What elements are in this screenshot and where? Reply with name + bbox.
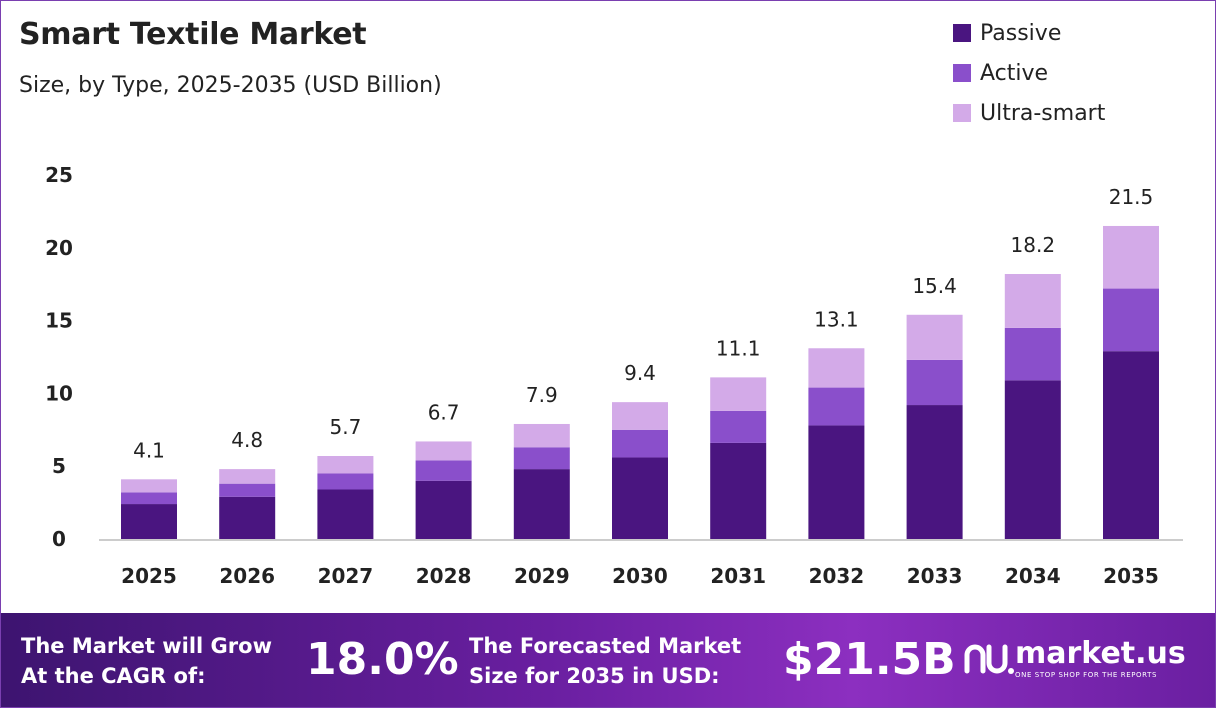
bar-chart: 05101520254.120254.820265.720276.720287.… (45, 163, 1183, 588)
total-data-label: 13.1 (814, 307, 859, 331)
cagr-caption-line2: At the CAGR of: (21, 664, 206, 688)
forecast-caption: The Forecasted Market Size for 2035 in U… (469, 631, 741, 691)
forecast-caption-line2: Size for 2035 in USD: (469, 664, 720, 688)
y-tick-label: 20 (45, 236, 73, 260)
bar-segment-active (612, 429, 668, 458)
x-tick-label: 2033 (907, 564, 963, 588)
total-data-label: 6.7 (428, 400, 460, 424)
y-tick-label: 0 (52, 527, 66, 551)
legend-swatch-ultra-smart (953, 104, 971, 122)
bar-segment-active (219, 483, 276, 497)
bar-segment-ultra-smart (612, 402, 668, 430)
x-tick-label: 2026 (219, 564, 275, 588)
chart-title: Smart Textile Market (19, 17, 367, 52)
cagr-caption-line1: The Market will Grow (21, 634, 272, 658)
bar-segment-passive (710, 442, 767, 539)
bar-segment-passive (513, 469, 570, 539)
total-data-label: 21.5 (1109, 185, 1154, 209)
bar-segment-passive (906, 405, 963, 539)
bar-segment-ultra-smart (808, 348, 865, 388)
bar-segment-ultra-smart (710, 377, 767, 411)
legend-label-active: Active (980, 60, 1049, 86)
x-tick-label: 2034 (1005, 564, 1061, 588)
total-data-label: 4.1 (133, 438, 165, 462)
bar-segment-ultra-smart (317, 456, 374, 474)
x-tick-label: 2028 (416, 564, 472, 588)
y-tick-label: 25 (45, 163, 73, 187)
bar-segment-ultra-smart (121, 479, 177, 493)
x-tick-label: 2032 (809, 564, 865, 588)
forecast-caption-line1: The Forecasted Market (469, 634, 742, 658)
forecast-value: $21.5B (783, 634, 956, 685)
total-data-label: 4.8 (231, 428, 263, 452)
legend-label-passive: Passive (980, 20, 1062, 46)
x-tick-label: 2031 (710, 564, 766, 588)
bar-segment-passive (1004, 380, 1061, 539)
cagr-value: 18.0% (306, 634, 459, 685)
bar-segment-active (513, 447, 570, 470)
bar-segment-ultra-smart (1103, 225, 1159, 289)
total-data-label: 18.2 (1011, 233, 1056, 257)
total-data-label: 7.9 (526, 383, 558, 407)
total-data-label: 9.4 (624, 361, 656, 385)
legend-item-passive: Passive (953, 13, 1105, 53)
bar-segment-ultra-smart (219, 469, 276, 484)
bar-segment-passive (121, 504, 177, 539)
brand-tagline: ONE STOP SHOP FOR THE REPORTS (1015, 671, 1158, 679)
total-data-label: 5.7 (329, 415, 361, 439)
legend-item-ultra-smart: Ultra-smart (953, 93, 1105, 133)
bar-segment-passive (219, 496, 276, 539)
bar-segment-active (906, 359, 963, 406)
bar-segment-passive (612, 457, 668, 539)
total-data-label: 11.1 (716, 336, 761, 360)
legend-label-ultra-smart: Ultra-smart (980, 100, 1106, 126)
bar-segment-ultra-smart (415, 441, 472, 461)
legend-swatch-active (953, 64, 971, 82)
bar-segment-active (317, 473, 374, 490)
bar-segment-active (1004, 327, 1061, 381)
bar-segment-passive (808, 425, 865, 539)
footer-banner: The Market will Grow At the CAGR of: 18.… (1, 613, 1215, 707)
bar-segment-passive (317, 489, 374, 539)
x-tick-label: 2027 (318, 564, 374, 588)
legend-swatch-passive (953, 24, 971, 42)
bar-segment-active (710, 410, 767, 443)
bar-segment-active (808, 387, 865, 426)
legend-item-active: Active (953, 53, 1105, 93)
x-tick-label: 2029 (514, 564, 570, 588)
total-data-label: 15.4 (912, 274, 957, 298)
bar-segment-active (415, 460, 472, 481)
y-tick-label: 10 (45, 381, 73, 405)
y-tick-label: 5 (52, 454, 66, 478)
x-tick-label: 2025 (121, 564, 177, 588)
brand-name: market.us (1015, 636, 1186, 671)
bar-segment-active (121, 492, 177, 505)
bar-segment-ultra-smart (513, 423, 570, 448)
bar-segment-active (1103, 288, 1159, 352)
bar-segment-passive (1103, 351, 1159, 539)
bar-segment-ultra-smart (1004, 274, 1061, 328)
x-tick-label: 2035 (1103, 564, 1159, 588)
cagr-caption: The Market will Grow At the CAGR of: (21, 631, 272, 691)
bar-segment-passive (415, 480, 472, 539)
chart-subtitle: Size, by Type, 2025-2035 (USD Billion) (19, 73, 442, 98)
bar-segment-ultra-smart (906, 314, 963, 360)
brand-logo: market.us ONE STOP SHOP FOR THE REPORTS (963, 637, 1186, 681)
x-tick-label: 2030 (612, 564, 668, 588)
legend: Passive Active Ultra-smart (953, 13, 1105, 133)
market-us-logo-icon (964, 644, 1014, 674)
y-tick-label: 15 (45, 309, 73, 333)
